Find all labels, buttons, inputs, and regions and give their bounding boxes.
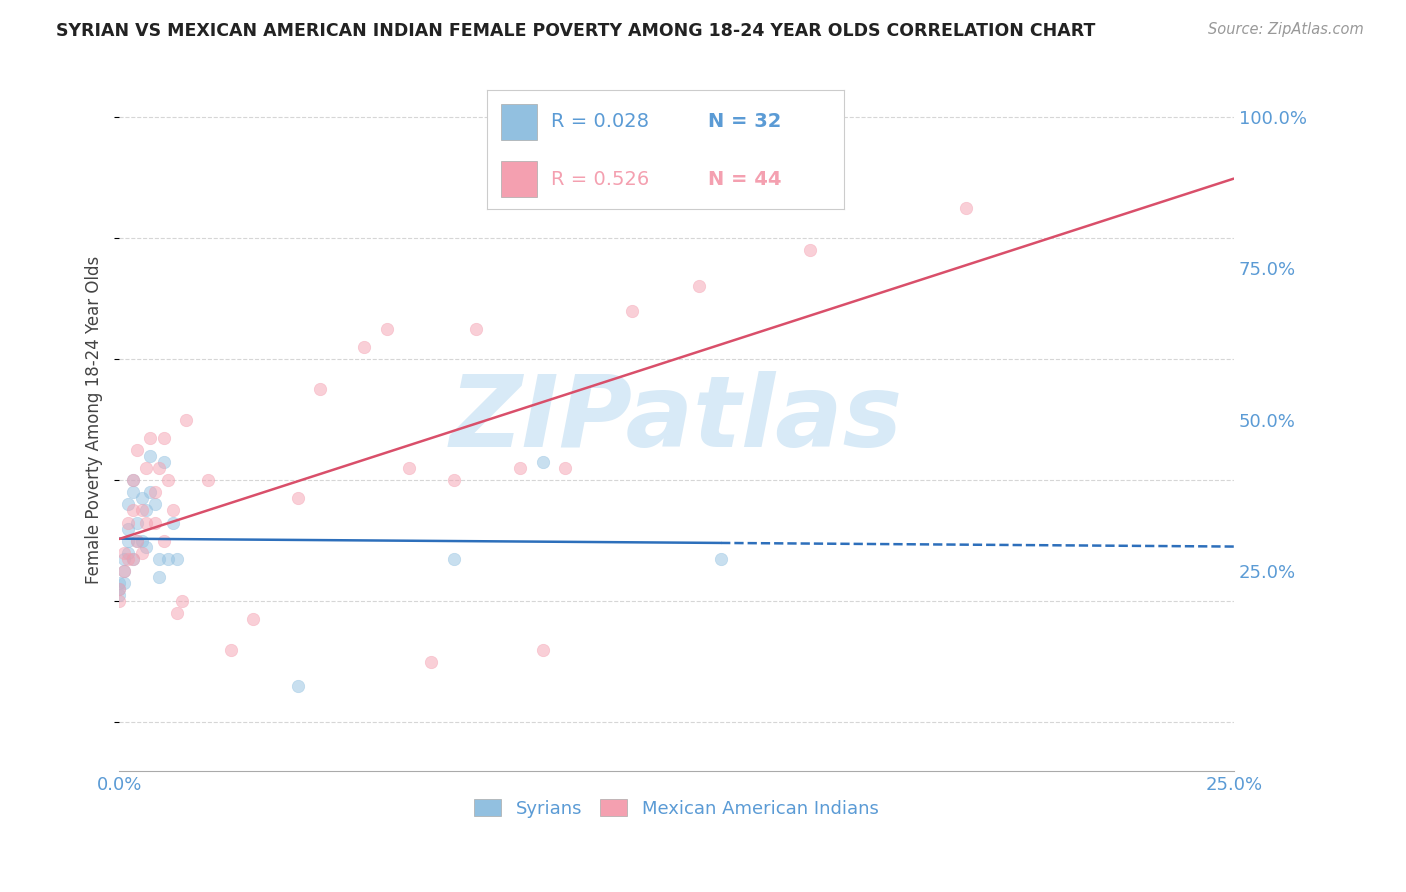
Point [531,642,554,657]
Point [121,551,143,566]
Point [127,533,149,548]
Point [135,540,157,554]
Point [117,522,139,536]
Point [219,642,242,657]
Point [143,485,166,500]
Point [287,679,309,693]
Point [117,551,139,566]
Point [117,497,139,511]
Point [420,655,443,669]
Point [162,503,184,517]
Point [108,582,131,596]
Text: ZIPatlas: ZIPatlas [450,371,903,468]
Point [197,473,219,487]
Point [108,582,131,596]
Point [799,243,821,257]
Point [143,516,166,530]
Point [443,551,465,566]
Point [117,546,139,560]
Point [112,551,135,566]
Point [242,612,264,626]
Point [509,461,531,475]
Point [112,576,135,591]
Point [148,570,170,584]
Point [162,516,184,530]
Point [131,503,153,517]
Point [121,473,143,487]
Point [131,491,153,506]
Point [117,533,139,548]
Point [174,412,197,426]
Text: SYRIAN VS MEXICAN AMERICAN INDIAN FEMALE POVERTY AMONG 18-24 YEAR OLDS CORRELATI: SYRIAN VS MEXICAN AMERICAN INDIAN FEMALE… [56,22,1095,40]
Point [127,533,149,548]
Point [148,461,170,475]
Point [153,533,176,548]
Point [117,516,139,530]
Point [554,461,576,475]
Point [131,533,153,548]
Point [166,607,188,621]
Legend: Syrians, Mexican American Indians: Syrians, Mexican American Indians [467,792,886,825]
Point [127,516,149,530]
Point [531,455,554,469]
Point [108,588,131,602]
Point [121,485,143,500]
Point [287,491,309,506]
Point [121,551,143,566]
Point [131,546,153,560]
Point [398,461,420,475]
Point [153,455,176,469]
Y-axis label: Female Poverty Among 18-24 Year Olds: Female Poverty Among 18-24 Year Olds [86,255,103,583]
Point [688,279,710,293]
Point [143,497,166,511]
Point [620,303,643,318]
Point [139,449,162,463]
Point [112,564,135,578]
Point [153,431,176,445]
Point [157,473,180,487]
Point [121,473,143,487]
Point [139,431,162,445]
Point [353,340,375,354]
Point [955,201,977,215]
Point [135,503,157,517]
Point [108,576,131,591]
Text: Source: ZipAtlas.com: Source: ZipAtlas.com [1208,22,1364,37]
Point [148,551,170,566]
Point [135,516,157,530]
Point [135,461,157,475]
Point [108,594,131,608]
Point [121,503,143,517]
Point [710,551,733,566]
Point [139,485,162,500]
Point [157,551,180,566]
Point [443,473,465,487]
Point [127,442,149,457]
Point [166,551,188,566]
Point [309,382,332,396]
Point [112,546,135,560]
Point [112,564,135,578]
Point [375,322,398,336]
Point [464,322,486,336]
Point [170,594,193,608]
